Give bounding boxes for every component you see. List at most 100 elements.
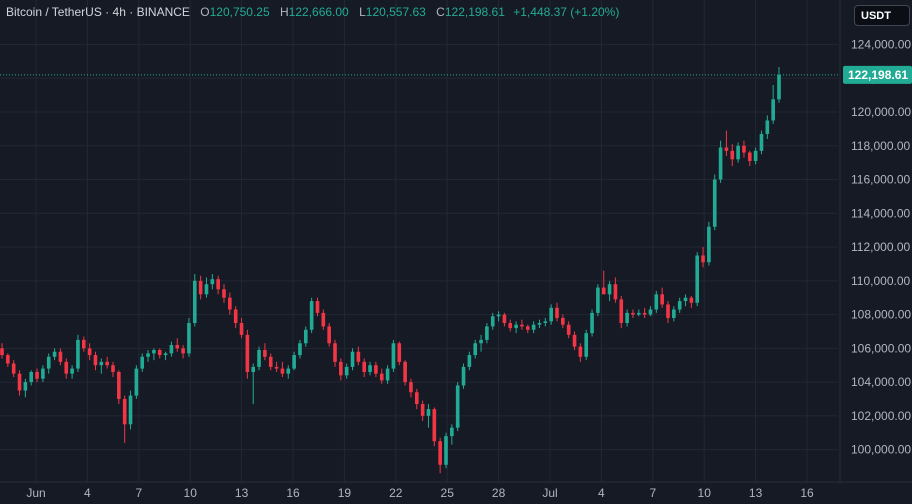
candle-down <box>157 350 162 356</box>
candle-down <box>642 312 647 315</box>
candle-up <box>163 353 168 356</box>
x-axis-tick-label: 4 <box>84 486 91 500</box>
candle-up <box>654 294 659 310</box>
candle-up <box>759 133 764 151</box>
candle-down <box>333 343 337 362</box>
candle-down <box>403 361 407 383</box>
x-axis-tick-label: 28 <box>492 486 506 500</box>
candle-up <box>187 323 191 354</box>
candle-down <box>175 344 180 349</box>
exchange-label: BINANCE <box>136 5 190 19</box>
candle-down <box>555 307 559 318</box>
candle-down <box>233 309 238 324</box>
candle-up <box>712 179 717 227</box>
candle-down <box>339 361 343 376</box>
candle-down <box>280 368 285 374</box>
candle-down <box>438 441 442 465</box>
x-axis-tick-label: 16 <box>800 486 814 500</box>
y-axis-tick-label: 102,000.00 <box>851 409 911 423</box>
candle-down <box>420 404 425 416</box>
high-value: 122,666.00 <box>288 5 349 19</box>
candle-up <box>309 301 314 330</box>
candle-down <box>327 326 331 344</box>
candle-down <box>747 152 752 161</box>
candle-down <box>117 371 121 399</box>
candle-down <box>660 294 664 305</box>
currency-button[interactable]: USDT <box>854 5 910 26</box>
y-axis-tick-label: 100,000.00 <box>851 443 911 457</box>
candle-down <box>315 301 320 313</box>
y-axis-tick-label: 114,000.00 <box>851 206 910 220</box>
candle-down <box>87 348 92 356</box>
candle-down <box>742 145 746 153</box>
candle-down <box>613 284 618 300</box>
high-label: H <box>280 5 289 19</box>
candle-up <box>531 324 536 330</box>
y-axis-tick-label: 108,000.00 <box>851 308 911 322</box>
candle-up <box>23 382 28 391</box>
open-label: O <box>200 5 210 19</box>
candle-up <box>210 279 215 285</box>
candle-up <box>146 353 150 357</box>
candle-up <box>584 333 589 357</box>
candle-down <box>578 346 583 357</box>
candle-up <box>385 368 390 381</box>
y-axis-tick-label: 116,000.00 <box>851 173 910 187</box>
candle-up <box>298 343 302 356</box>
y-axis-tick-label: 112,000.00 <box>851 240 910 254</box>
candle-up <box>99 361 104 366</box>
candle-up <box>496 314 501 317</box>
candle-up <box>607 284 612 295</box>
symbol-legend: Bitcoin / TetherUS · 4h · BINANCE O120,7… <box>6 5 619 19</box>
x-axis-tick-label: 4 <box>598 486 605 500</box>
candle-up <box>695 255 700 303</box>
change-value: +1,448.37 (+1.20%) <box>513 5 620 19</box>
candle-up <box>625 312 629 324</box>
y-axis-tick-label: 104,000.00 <box>851 375 911 389</box>
candle-down <box>432 409 437 442</box>
candle-up <box>303 329 308 344</box>
x-axis-tick-label: 10 <box>184 486 198 500</box>
candle-up <box>736 145 740 160</box>
candle-down <box>508 323 513 329</box>
low-label: L <box>359 5 366 19</box>
candle-down <box>356 351 361 362</box>
candle-down <box>520 324 524 327</box>
candle-down <box>701 255 705 263</box>
candle-up <box>152 350 156 354</box>
close-label: C <box>436 5 445 19</box>
candle-down <box>93 355 98 366</box>
candle-up <box>128 395 133 425</box>
candle-up <box>426 409 431 416</box>
candle-up <box>479 339 483 344</box>
candle-up <box>134 368 139 396</box>
candle-down <box>572 334 577 347</box>
candle-down <box>81 339 86 349</box>
candle-up <box>286 368 291 374</box>
candle-down <box>566 324 571 335</box>
candle-up <box>596 287 600 313</box>
candle-up <box>707 226 711 263</box>
candle-up <box>549 307 553 322</box>
candle-down <box>409 382 413 393</box>
candle-down <box>724 147 729 151</box>
candle-up <box>41 368 45 379</box>
candle-down <box>17 373 22 391</box>
candle-down <box>601 287 606 295</box>
candle-up <box>467 355 472 367</box>
candle-up <box>368 365 372 372</box>
candle-up <box>450 427 454 437</box>
candle-up <box>292 355 296 369</box>
candle-down <box>239 323 244 335</box>
candle-up <box>683 297 688 302</box>
candle-up <box>461 366 466 386</box>
candle-up <box>76 339 80 369</box>
candle-down <box>222 289 226 298</box>
candle-down <box>198 280 203 295</box>
candle-up <box>391 343 396 369</box>
interval-label: 4h <box>112 5 126 19</box>
candle-up <box>444 436 448 465</box>
candle-down <box>122 398 127 425</box>
